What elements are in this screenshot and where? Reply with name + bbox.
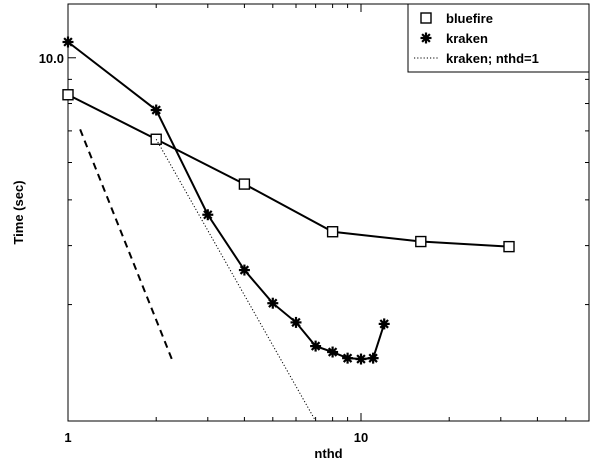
data-point-asterisk — [202, 209, 214, 221]
series-line — [79, 129, 174, 363]
data-point-square — [62, 89, 74, 101]
series — [62, 36, 390, 365]
legend: bluefire kraken kraken; nthd=1 — [407, 3, 590, 73]
legend-label: bluefire — [446, 11, 493, 26]
data-point-square — [503, 240, 515, 253]
data-point-asterisk — [310, 340, 322, 352]
series — [62, 36, 515, 422]
data-point-asterisk — [367, 352, 379, 364]
legend-label: kraken; nthd=1 — [446, 51, 539, 66]
legend-box — [407, 3, 590, 73]
data-point-asterisk — [342, 352, 354, 364]
x-tick-label: 10 — [354, 430, 368, 445]
series — [62, 89, 515, 253]
y-axis-label: Time (sec) — [11, 180, 26, 244]
x-tick-label: 1 — [64, 430, 71, 445]
data-point-square — [238, 178, 251, 190]
data-point-asterisk — [62, 36, 74, 48]
data-point-asterisk — [327, 346, 339, 358]
data-point-asterisk — [150, 104, 162, 116]
series-line — [67, 93, 510, 248]
legend-label: kraken — [446, 31, 488, 46]
data-point-asterisk — [290, 316, 302, 328]
data-point-square — [420, 12, 432, 24]
data-point-square — [326, 226, 339, 238]
ticks: 1 10 10.0 — [39, 4, 590, 445]
series-line — [155, 139, 317, 422]
y-tick-label: 10.0 — [39, 51, 64, 66]
x-axis-label: nthd — [314, 446, 342, 461]
data-point-square — [415, 235, 427, 248]
series-line — [67, 41, 386, 361]
data-point-asterisk — [378, 318, 390, 330]
data-point-asterisk — [267, 297, 279, 309]
axes — [67, 3, 590, 422]
series — [79, 129, 174, 363]
data-point-asterisk — [238, 264, 250, 276]
plot-frame — [67, 3, 590, 422]
series — [155, 139, 317, 422]
data-point-asterisk — [420, 32, 432, 44]
data-point-asterisk — [355, 353, 367, 365]
